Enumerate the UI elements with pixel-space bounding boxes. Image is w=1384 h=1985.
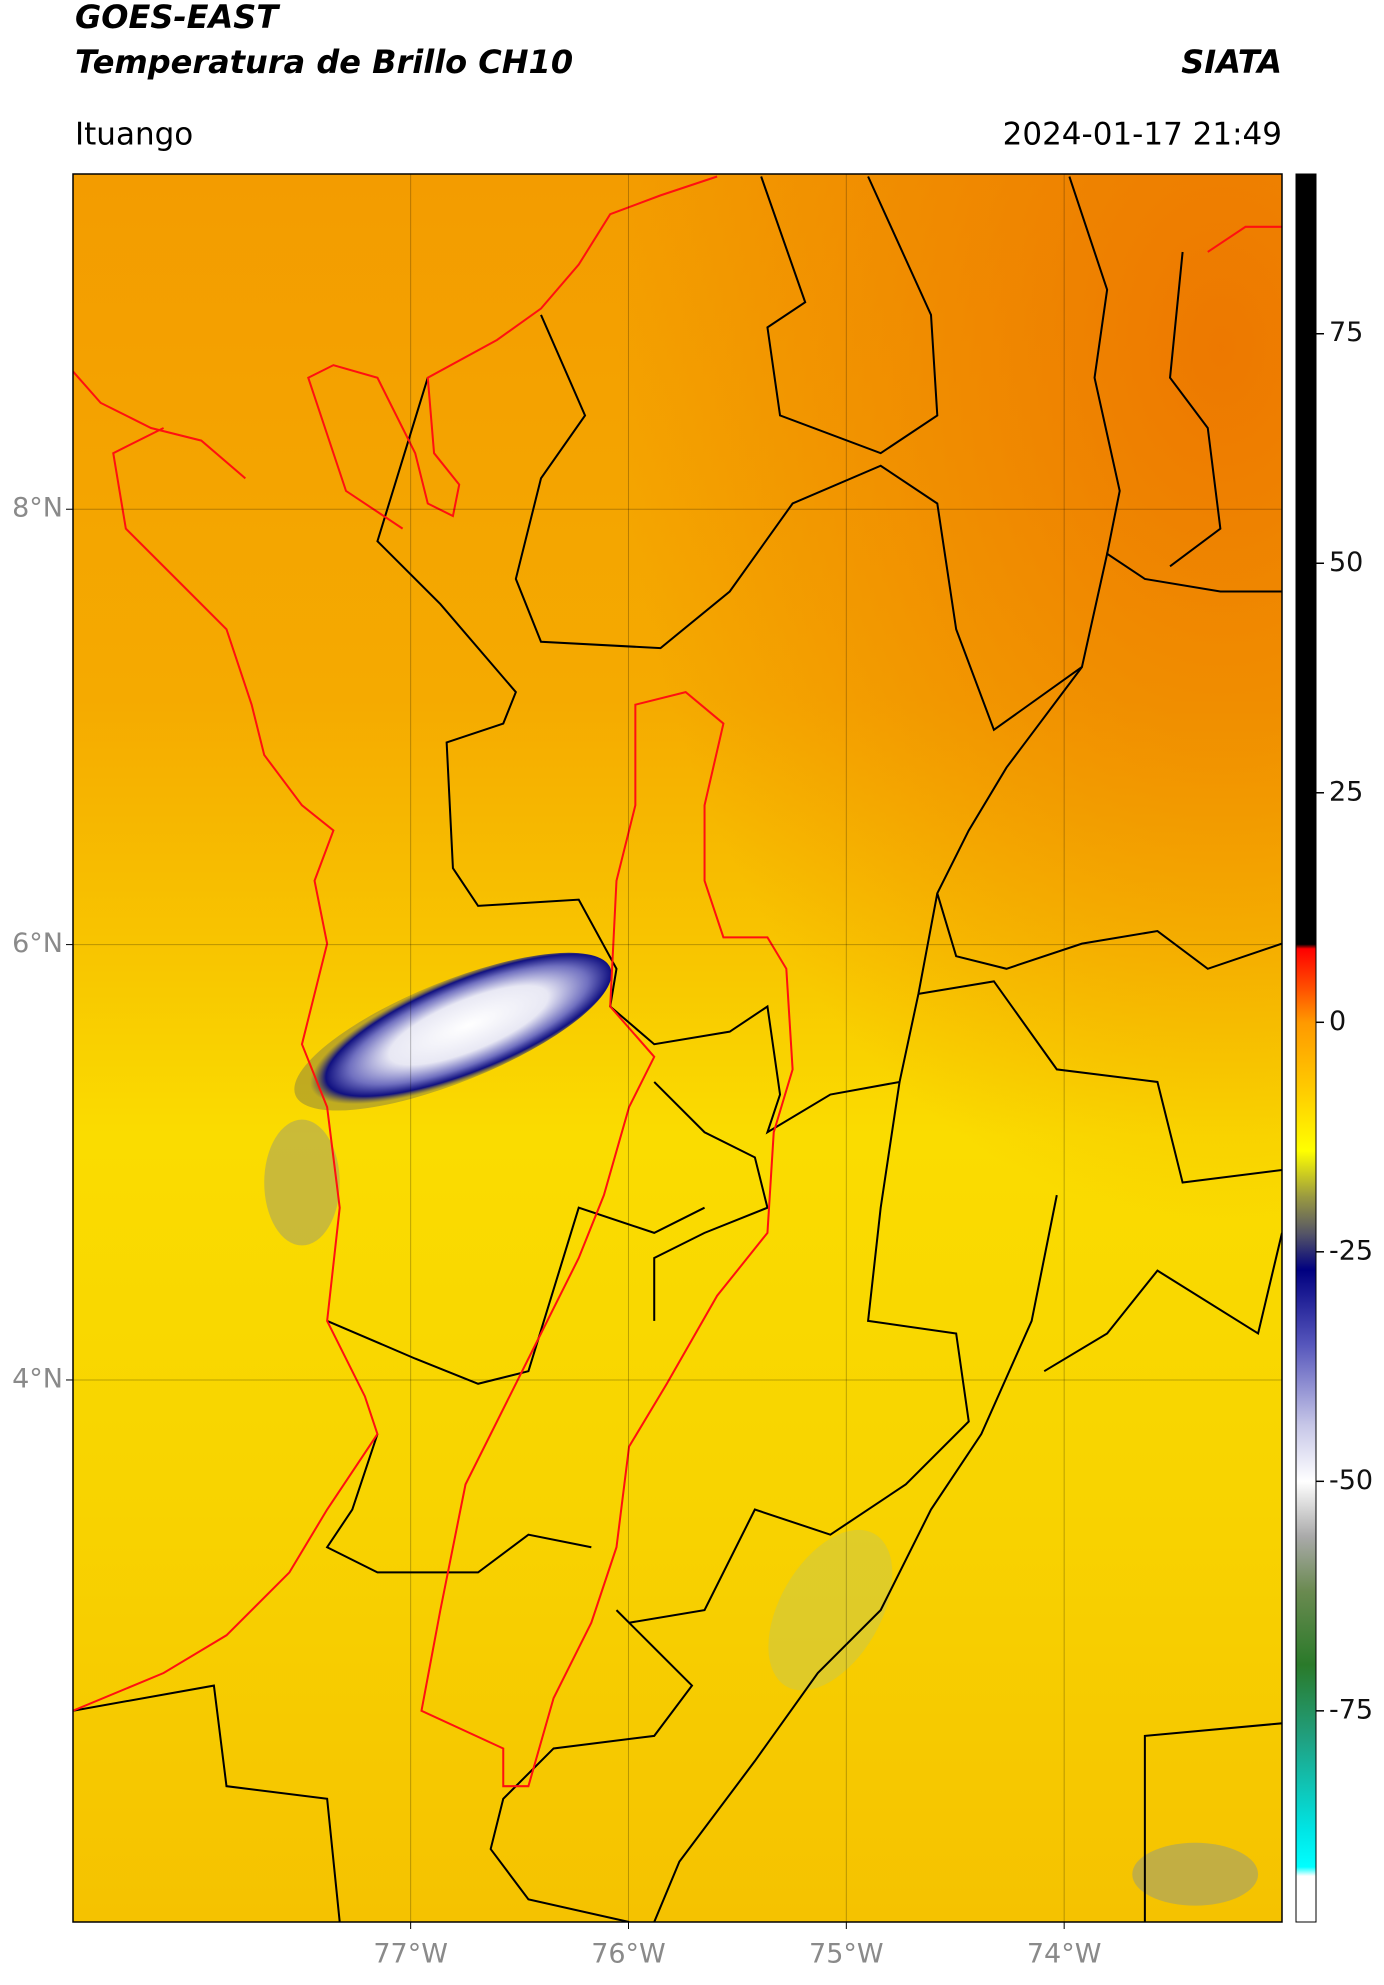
colorbar-tick-label: 75 [1329, 317, 1363, 348]
colorbar-tick-label: 25 [1329, 776, 1363, 807]
cool-patch [264, 1119, 340, 1246]
cool-patch [768, 1529, 893, 1691]
lon-tick-label: 77°W [373, 1939, 448, 1970]
lon-tick-label: 75°W [809, 1939, 884, 1970]
colorbar-tick-label: -50 [1329, 1465, 1373, 1496]
colorbar-tick-label: 0 [1329, 1006, 1346, 1037]
lat-tick-label: 6°N [12, 928, 63, 959]
colorbar-tick-label: -25 [1329, 1235, 1373, 1266]
lat-tick-label: 4°N [12, 1363, 63, 1394]
borders [73, 176, 1282, 1922]
brand: SIATA [1181, 43, 1282, 81]
warm-region [73, 174, 1282, 1922]
cloud-top [294, 952, 612, 1111]
colorbar-tick-label: -75 [1329, 1694, 1373, 1725]
colorbar-tick-label: 50 [1329, 547, 1363, 578]
lon-tick-label: 74°W [1027, 1939, 1102, 1970]
lat-tick-label: 8°N [12, 493, 63, 524]
datetime: 2024-01-17 21:49 [1003, 117, 1282, 153]
subtitle: Temperatura de Brillo CH10 [75, 43, 573, 81]
location: Ituango [75, 117, 193, 153]
cool-patch [1132, 1842, 1259, 1906]
title: GOES-EAST [75, 0, 280, 36]
coastline [73, 175, 1282, 1788]
map [73, 174, 1282, 1922]
lon-tick-label: 76°W [591, 1939, 666, 1970]
map-frame [72, 173, 1283, 1923]
colorbar [1295, 173, 1317, 1923]
